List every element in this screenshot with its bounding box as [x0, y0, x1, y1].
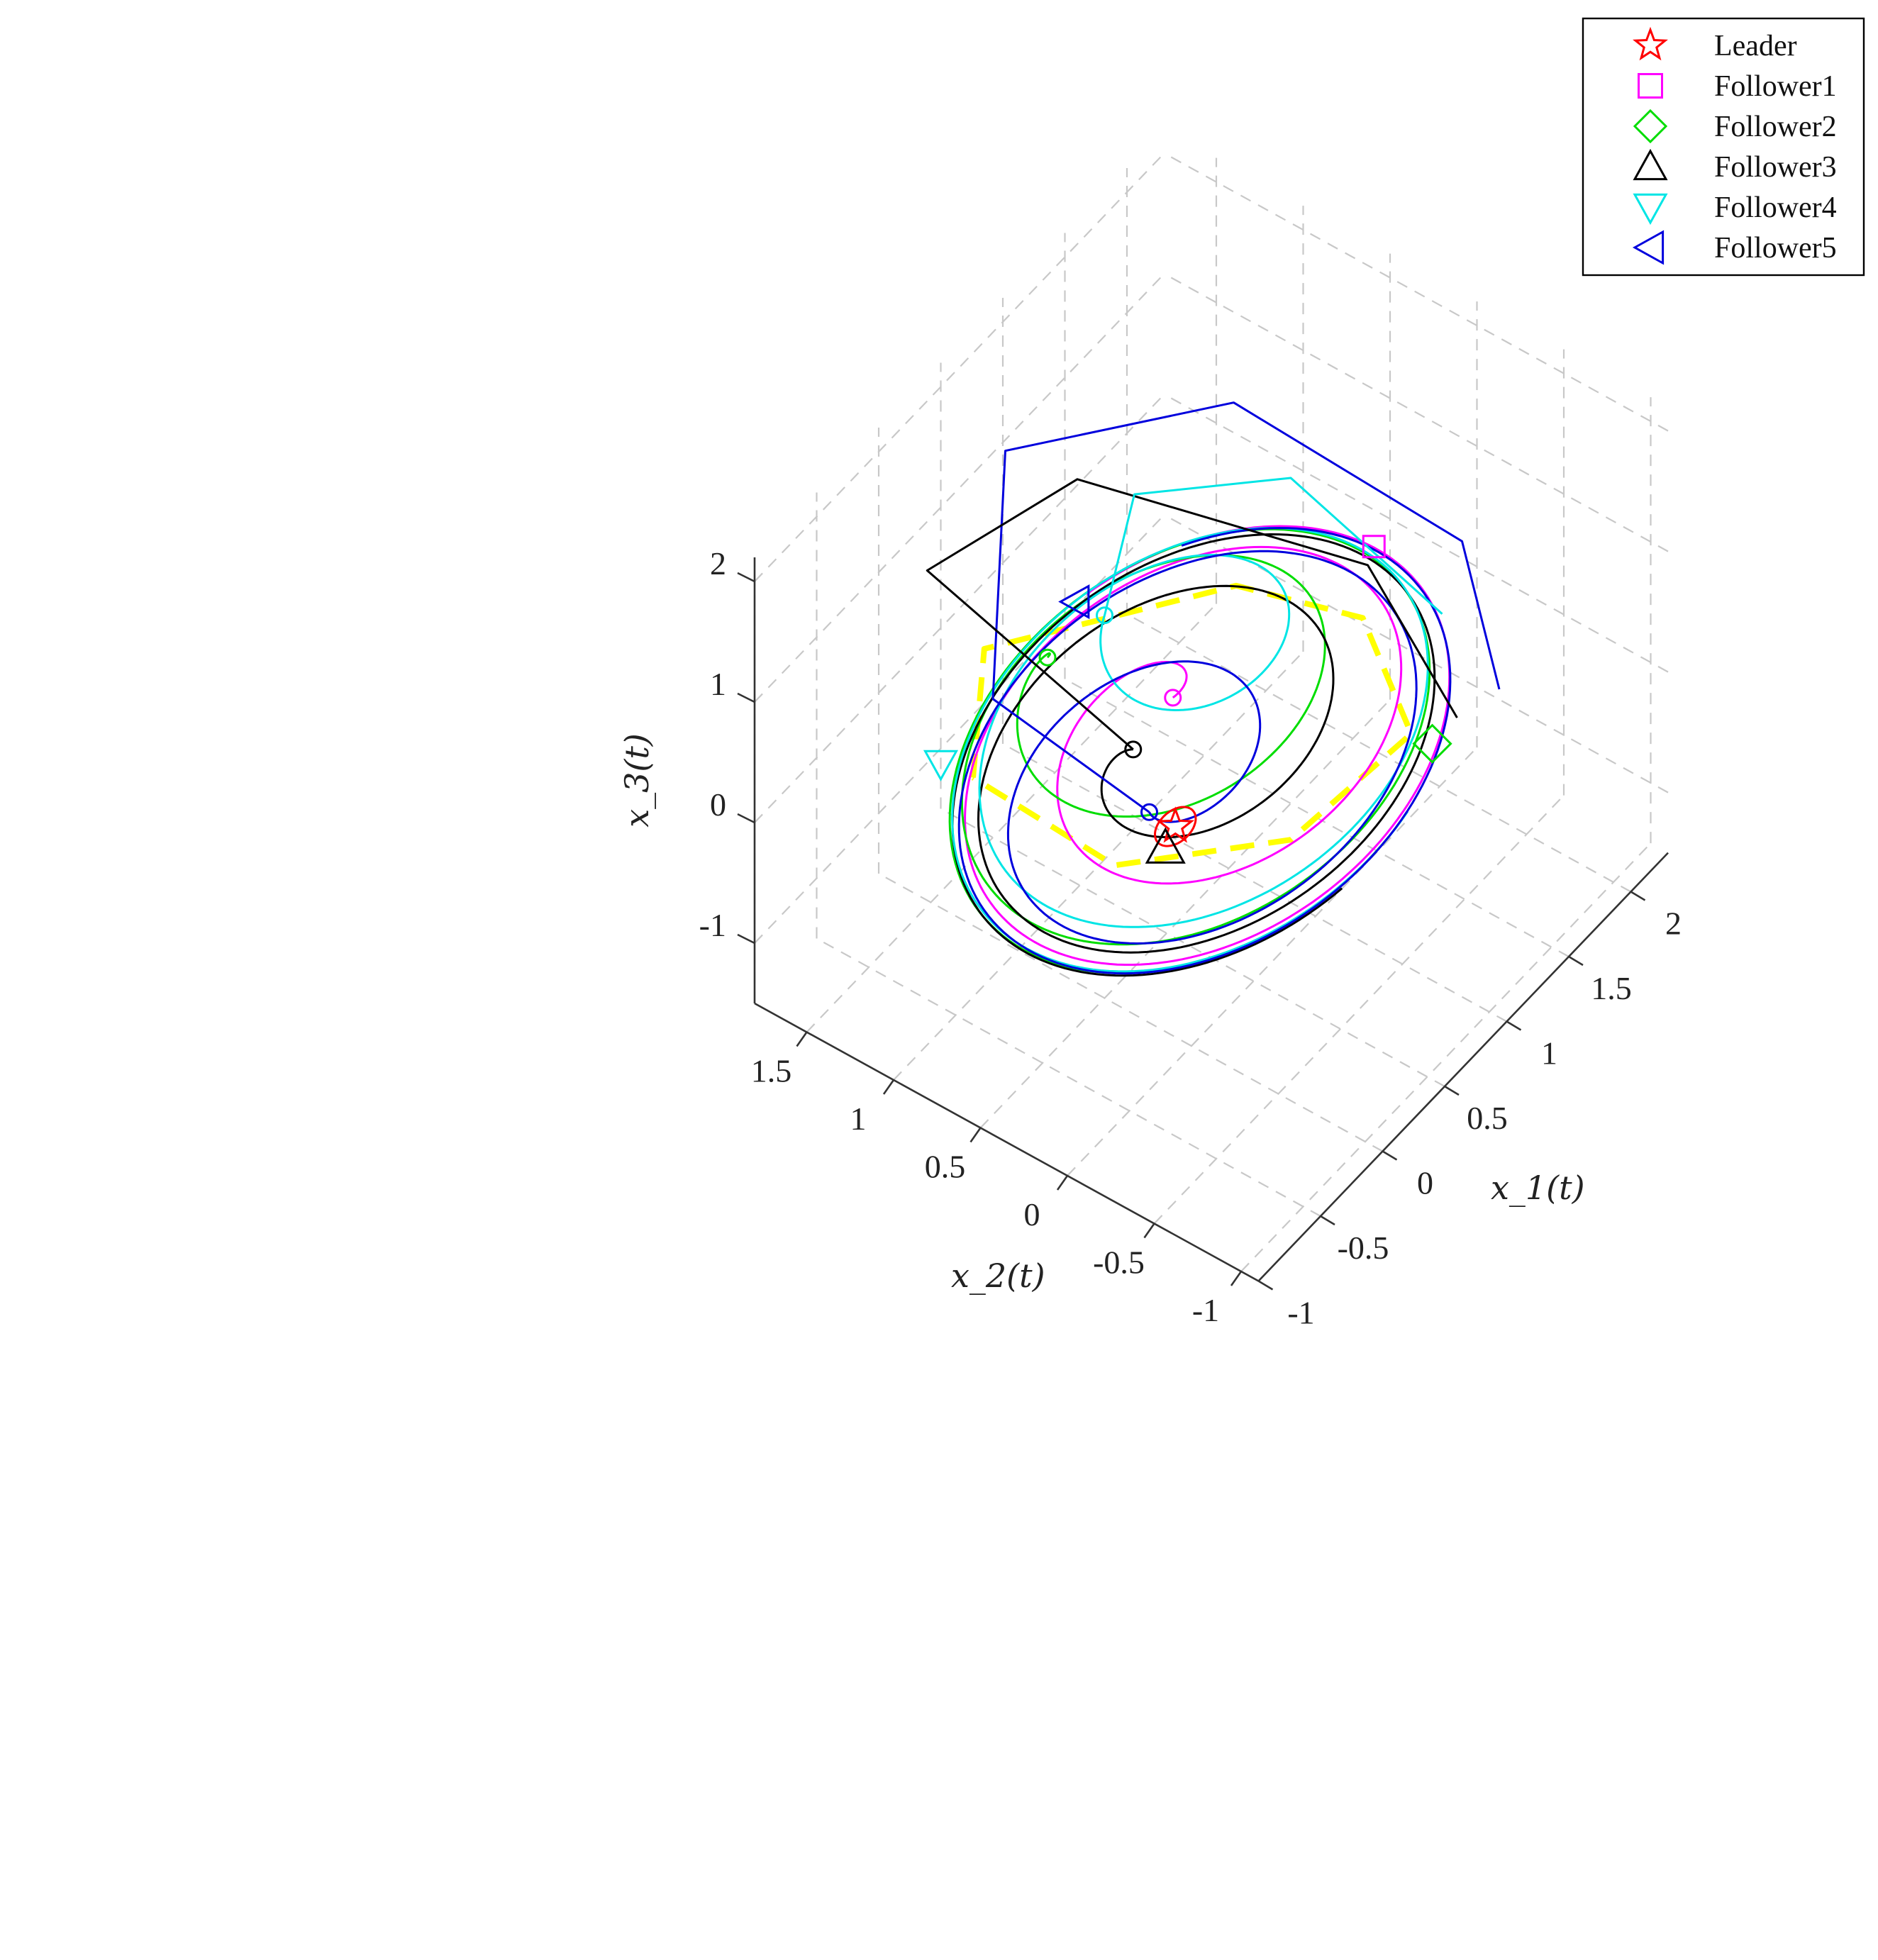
x1-tick-label: -1 [1287, 1295, 1314, 1331]
gridline-wall2-z [1163, 273, 1669, 552]
x2-tick-label: 1 [850, 1101, 867, 1137]
trajectory-leader [1154, 806, 1197, 847]
legend-marker-follower4 [1633, 193, 1668, 225]
trajectory-follower3-loop [926, 478, 1458, 750]
x2-tick [1143, 1223, 1155, 1239]
follower4-marker [923, 750, 959, 781]
axes: -1 -0.5 0 0.5 1 1.5 2 1.5 1 0.5 0 -0.5 -1 2 1 0 -1 x_1(t)… [618, 545, 1682, 1331]
gridline-wall2-z [1163, 152, 1669, 432]
x1-tick-label: 2 [1665, 906, 1682, 942]
x3-tick-label: 0 [710, 786, 726, 823]
legend-marker-follower2 [1633, 108, 1668, 144]
grid [753, 152, 1669, 1282]
legend-label-follower3: Follower3 [1714, 151, 1837, 184]
x1-tick-label: 0.5 [1467, 1100, 1508, 1136]
start-follower2 [1038, 648, 1057, 667]
x2-axis-line [754, 1002, 1260, 1282]
trajectories [923, 401, 1501, 977]
x1-tick [1630, 891, 1646, 901]
gridline-floor-x [878, 873, 1384, 1152]
legend-box [1582, 17, 1865, 277]
x2-tick-label: 0 [1024, 1196, 1040, 1232]
x2-tick [882, 1079, 895, 1095]
x3-axis-title: x_3(t) [618, 733, 656, 828]
x1-axis-title: x_1(t) [1491, 1169, 1585, 1207]
follower3-marker [1145, 827, 1186, 864]
gridline-floor-x [1002, 743, 1508, 1023]
reference-path-series [970, 582, 1414, 869]
trajectory-follower4 [951, 527, 1429, 973]
x1-axis-line [1257, 852, 1669, 1282]
x2-tick [1230, 1271, 1243, 1286]
gridline-floor-y [1067, 747, 1478, 1176]
trajectory-follower3 [951, 533, 1436, 977]
start-follower1 [1164, 689, 1182, 707]
gridline-floor-x [1126, 613, 1632, 893]
follower5-marker [1058, 584, 1090, 620]
legend-label-follower4: Follower4 [1714, 191, 1837, 224]
legend-label-follower1: Follower1 [1714, 70, 1837, 103]
start-follower5 [1140, 803, 1158, 821]
x2-tick-label: -0.5 [1093, 1245, 1145, 1281]
legend-marker-leader [1633, 26, 1668, 61]
legend-label-leader: Leader [1714, 30, 1797, 62]
start-follower3 [1124, 740, 1143, 759]
legend-marker-follower3 [1633, 148, 1668, 181]
x1-tick [1382, 1150, 1398, 1161]
x1-tick [1257, 1280, 1274, 1291]
leader-marker [1156, 806, 1195, 843]
gridline-wall2-z [1163, 394, 1669, 673]
trajectory-follower5 [957, 527, 1452, 975]
trajectory-follower2 [948, 528, 1431, 974]
gridline-floor-x [816, 937, 1321, 1217]
x2-tick-label: 0.5 [925, 1149, 966, 1185]
x3-tick-label: -1 [699, 907, 726, 943]
legend-marker-follower1 [1638, 73, 1663, 99]
follower1-marker [1362, 535, 1386, 559]
x3-tick [737, 692, 755, 703]
x3-tick [737, 933, 755, 945]
gridline-floor-y [1240, 842, 1652, 1272]
x1-tick-label: 0 [1417, 1165, 1433, 1201]
x2-tick [969, 1127, 982, 1143]
x1-tick [1320, 1215, 1335, 1226]
x1-tick [1568, 955, 1584, 967]
legend: Leader Follower1 Follower2 Follower3 Followe… [1582, 17, 1865, 277]
x2-tick [796, 1031, 808, 1047]
legend-label-follower5: Follower5 [1714, 232, 1837, 265]
gridline-floor-y [1153, 794, 1565, 1225]
x1-tick [1444, 1085, 1460, 1096]
x2-tick-label: -1 [1192, 1292, 1219, 1328]
gridline-wall1-z [754, 152, 1165, 582]
x1-tick [1506, 1020, 1522, 1031]
x3-tick-label: 1 [710, 666, 726, 702]
x1-tick-label: 1 [1541, 1035, 1557, 1071]
x3-tick [737, 813, 755, 824]
gridline-floor-y [979, 698, 1391, 1129]
follower2-marker [1412, 723, 1452, 764]
start-follower4 [1096, 606, 1113, 625]
legend-label-follower2: Follower2 [1714, 111, 1837, 143]
x3-tick [737, 572, 755, 583]
gridline-floor-x [940, 808, 1445, 1087]
x1-tick-label: 1.5 [1591, 970, 1632, 1006]
x1-tick-label: -0.5 [1338, 1230, 1389, 1266]
trajectory-follower4-loop [1104, 477, 1443, 616]
x3-tick-label: 2 [710, 545, 726, 581]
x2-tick-label: 1.5 [751, 1053, 792, 1089]
x2-axis-title: x_2(t) [951, 1257, 1045, 1295]
trajectory-follower5-loop [991, 401, 1501, 813]
gridline-wall1-z [754, 273, 1165, 703]
x2-tick [1056, 1175, 1069, 1191]
legend-marker-follower5 [1632, 230, 1665, 265]
